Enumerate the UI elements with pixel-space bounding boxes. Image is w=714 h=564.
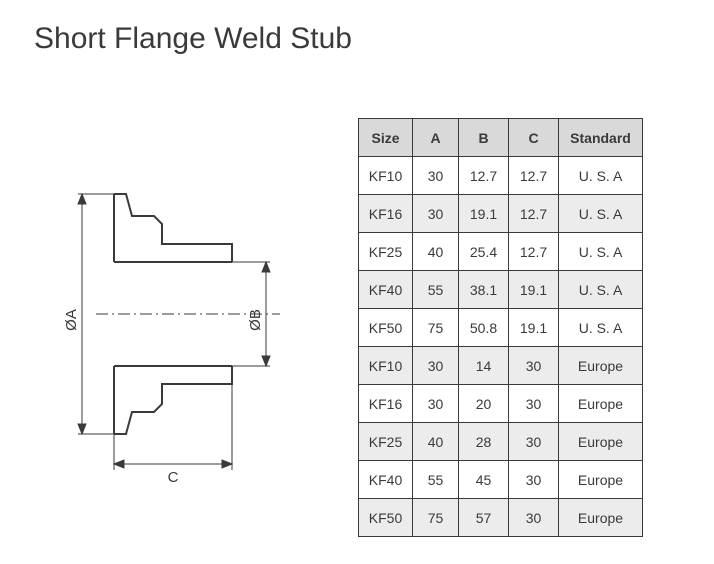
- table-row: KF507550.819.1U. S. A: [359, 309, 643, 347]
- table-cell: KF16: [359, 195, 413, 233]
- table-cell: 19.1: [459, 195, 509, 233]
- table-cell: 20: [459, 385, 509, 423]
- table-cell: Europe: [559, 461, 643, 499]
- table-cell: 12.7: [509, 157, 559, 195]
- table-cell: KF25: [359, 423, 413, 461]
- table-cell: 55: [413, 461, 459, 499]
- table-cell: 50.8: [459, 309, 509, 347]
- table-cell: KF10: [359, 157, 413, 195]
- table-cell: 75: [413, 499, 459, 537]
- table-cell: 30: [413, 385, 459, 423]
- table-cell: 14: [459, 347, 509, 385]
- table-row: KF405538.119.1U. S. A: [359, 271, 643, 309]
- table-cell: KF50: [359, 499, 413, 537]
- table-cell: Europe: [559, 385, 643, 423]
- table-cell: 30: [509, 499, 559, 537]
- table-cell: U. S. A: [559, 271, 643, 309]
- table-cell: 75: [413, 309, 459, 347]
- table-cell: U. S. A: [559, 157, 643, 195]
- table-row: KF25402830Europe: [359, 423, 643, 461]
- table-cell: 30: [509, 461, 559, 499]
- table-header-row: Size A B C Standard: [359, 119, 643, 157]
- table-row: KF10301430Europe: [359, 347, 643, 385]
- dim-label-c: C: [168, 469, 179, 486]
- table-row: KF40554530Europe: [359, 461, 643, 499]
- table-row: KF163019.112.7U. S. A: [359, 195, 643, 233]
- table-cell: 45: [459, 461, 509, 499]
- table-cell: KF40: [359, 461, 413, 499]
- table-cell: KF16: [359, 385, 413, 423]
- table-cell: Europe: [559, 423, 643, 461]
- table-cell: 30: [413, 195, 459, 233]
- table-cell: U. S. A: [559, 195, 643, 233]
- col-header-size: Size: [359, 119, 413, 157]
- table-cell: 55: [413, 271, 459, 309]
- table-cell: Europe: [559, 499, 643, 537]
- page-title: Short Flange Weld Stub: [34, 22, 352, 56]
- table-cell: KF50: [359, 309, 413, 347]
- table-cell: 30: [509, 385, 559, 423]
- table-cell: KF25: [359, 233, 413, 271]
- table-cell: 28: [459, 423, 509, 461]
- col-header-b: B: [459, 119, 509, 157]
- table-cell: 30: [413, 157, 459, 195]
- dim-label-ob: ØB: [247, 309, 264, 331]
- table-row: KF16302030Europe: [359, 385, 643, 423]
- table-cell: 12.7: [459, 157, 509, 195]
- table-row: KF103012.712.7U. S. A: [359, 157, 643, 195]
- table-cell: 12.7: [509, 195, 559, 233]
- table-row: KF254025.412.7U. S. A: [359, 233, 643, 271]
- table-cell: 30: [509, 423, 559, 461]
- table-cell: KF40: [359, 271, 413, 309]
- col-header-a: A: [413, 119, 459, 157]
- table-cell: U. S. A: [559, 233, 643, 271]
- table-cell: KF10: [359, 347, 413, 385]
- table-cell: U. S. A: [559, 309, 643, 347]
- table-cell: 57: [459, 499, 509, 537]
- spec-table: Size A B C Standard KF103012.712.7U. S. …: [358, 118, 643, 537]
- table-cell: 38.1: [459, 271, 509, 309]
- dim-label-oa: ØA: [63, 309, 80, 331]
- table-cell: 12.7: [509, 233, 559, 271]
- table-cell: 30: [509, 347, 559, 385]
- col-header-standard: Standard: [559, 119, 643, 157]
- table-row: KF50755730Europe: [359, 499, 643, 537]
- table-cell: 19.1: [509, 271, 559, 309]
- table-cell: 30: [413, 347, 459, 385]
- table-cell: 40: [413, 423, 459, 461]
- table-cell: 25.4: [459, 233, 509, 271]
- col-header-c: C: [509, 119, 559, 157]
- table-cell: Europe: [559, 347, 643, 385]
- flange-diagram: ØA ØB C: [54, 186, 314, 491]
- table-cell: 19.1: [509, 309, 559, 347]
- table-cell: 40: [413, 233, 459, 271]
